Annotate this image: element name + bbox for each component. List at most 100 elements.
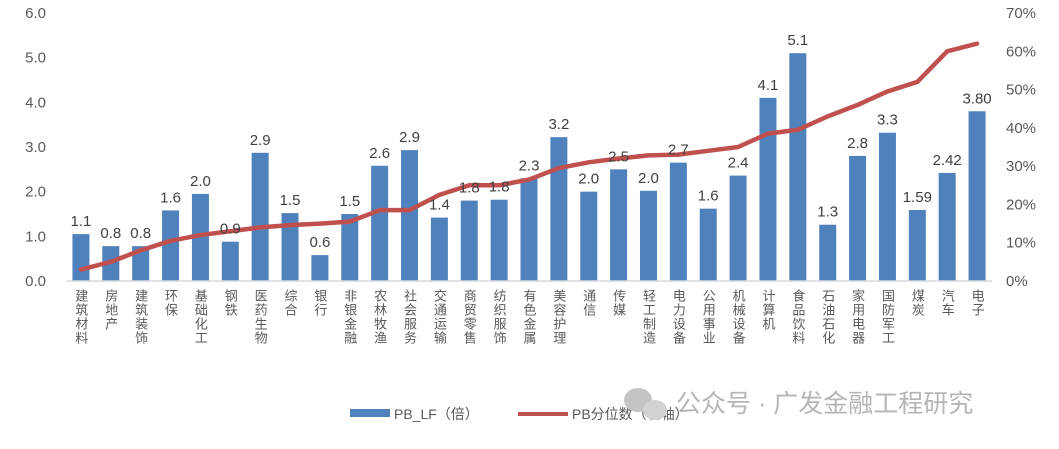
bar bbox=[819, 225, 836, 281]
category-label: 电力设备 bbox=[671, 289, 686, 345]
bar bbox=[222, 242, 239, 281]
category-label: 食品饮料 bbox=[790, 288, 805, 345]
y-left-tick-label: 4.0 bbox=[25, 94, 46, 111]
bar bbox=[730, 176, 747, 281]
category-label: 商贸零售 bbox=[462, 289, 477, 345]
category-label: 煤炭 bbox=[910, 289, 925, 317]
category-label: 计算机 bbox=[760, 289, 775, 331]
legend-swatch-bar bbox=[350, 409, 390, 417]
bar-data-label: 2.0 bbox=[578, 171, 599, 188]
bar bbox=[431, 218, 448, 281]
bar-data-label: 2.8 bbox=[847, 135, 868, 152]
category-label: 机械设备 bbox=[731, 289, 746, 345]
category-label: 基础化工 bbox=[193, 289, 208, 345]
bar bbox=[969, 111, 986, 281]
bar bbox=[879, 133, 896, 281]
bar bbox=[789, 53, 806, 281]
bar-data-label: 1.6 bbox=[160, 189, 181, 206]
bar bbox=[849, 156, 866, 281]
bar bbox=[311, 255, 328, 281]
bar-data-label: 0.8 bbox=[130, 225, 151, 242]
y-left-tick-label: 5.0 bbox=[25, 50, 46, 67]
bar bbox=[939, 173, 956, 281]
watermark-text: 公众号 · 广发金融工程研究 bbox=[676, 390, 973, 418]
category-label: 钢铁 bbox=[223, 289, 238, 317]
bar-data-label: 2.6 bbox=[369, 145, 390, 162]
category-label: 环保 bbox=[163, 289, 178, 317]
bar bbox=[162, 210, 179, 281]
bar-data-label: 2.7 bbox=[668, 142, 689, 159]
bar-data-label: 3.2 bbox=[548, 116, 569, 133]
bar bbox=[252, 153, 269, 281]
bar-data-label: 3.3 bbox=[877, 112, 898, 129]
bar-data-label: 2.5 bbox=[608, 148, 629, 165]
y-axis-left: 0.0 1.0 2.0 3.0 4.0 5.0 6.0 bbox=[25, 5, 46, 290]
y-right-tick-label: 20% bbox=[1006, 196, 1036, 213]
category-label: 医药生物 bbox=[253, 289, 268, 345]
bar bbox=[640, 191, 657, 281]
category-label: 非银金融 bbox=[342, 289, 357, 345]
category-label: 轻工制造 bbox=[641, 289, 656, 345]
y-left-tick-label: 0.0 bbox=[25, 273, 46, 290]
category-label: 交通运输 bbox=[432, 288, 447, 345]
y-right-tick-label: 0% bbox=[1006, 273, 1028, 290]
category-label: 建筑装饰 bbox=[133, 289, 148, 345]
category-label: 家用电器 bbox=[850, 288, 865, 345]
bar-data-label: 0.8 bbox=[100, 225, 121, 242]
y-right-tick-label: 30% bbox=[1006, 158, 1036, 175]
y-right-tick-label: 10% bbox=[1006, 235, 1036, 252]
bar-data-label: 2.42 bbox=[933, 152, 962, 169]
category-label: 房地产 bbox=[103, 288, 118, 331]
bar-data-label: 1.5 bbox=[280, 192, 301, 209]
bar-data-label: 2.9 bbox=[399, 129, 420, 146]
y-left-tick-label: 6.0 bbox=[25, 5, 46, 22]
bar bbox=[670, 163, 687, 281]
bar bbox=[371, 166, 388, 281]
bar-data-label: 0.6 bbox=[309, 234, 330, 251]
bar bbox=[580, 192, 597, 281]
bar bbox=[521, 178, 538, 281]
bar-data-label: 1.3 bbox=[817, 204, 838, 221]
y-right-tick-label: 40% bbox=[1006, 120, 1036, 137]
bar bbox=[909, 210, 926, 281]
legend-label-bar: PB_LF（倍） bbox=[394, 406, 479, 422]
bar-data-label: 5.1 bbox=[787, 32, 808, 49]
bar-data-label: 2.4 bbox=[728, 155, 749, 172]
x-axis-categories: 建筑材料房地产建筑装饰环保基础化工钢铁医药生物综合银行非银金融农林牧渔社会服务交… bbox=[73, 288, 984, 345]
bar-data-label: 2.0 bbox=[190, 173, 211, 190]
y-right-tick-label: 70% bbox=[1006, 5, 1036, 22]
bar-data-label: 0.9 bbox=[220, 221, 241, 238]
bar-data-label: 2.3 bbox=[519, 157, 540, 174]
bar bbox=[759, 98, 776, 281]
y-left-tick-label: 1.0 bbox=[25, 228, 46, 245]
category-label: 美容护理 bbox=[551, 289, 566, 345]
category-label: 公用事业 bbox=[701, 289, 716, 345]
bar-data-label: 1.6 bbox=[698, 188, 719, 205]
bar-data-label: 4.1 bbox=[758, 77, 779, 94]
bar-data-label: 1.4 bbox=[429, 197, 450, 214]
y-right-tick-label: 60% bbox=[1006, 43, 1036, 60]
bar-data-label: 1.8 bbox=[459, 180, 480, 197]
bar-data-label: 1.8 bbox=[489, 179, 510, 196]
y-left-tick-label: 3.0 bbox=[25, 139, 46, 156]
category-label: 有色金属 bbox=[522, 289, 537, 345]
bar-data-label: 3.80 bbox=[962, 90, 991, 107]
category-label: 社会服务 bbox=[402, 288, 417, 345]
bar bbox=[700, 209, 717, 281]
watermark: 公众号 · 广发金融工程研究 bbox=[624, 388, 973, 420]
y-left-tick-label: 2.0 bbox=[25, 184, 46, 201]
category-label: 国防军工 bbox=[880, 289, 895, 345]
bar-data-label: 1.1 bbox=[71, 213, 92, 230]
bar bbox=[461, 201, 478, 281]
bar bbox=[72, 234, 89, 281]
category-label: 汽车 bbox=[940, 289, 955, 317]
bar bbox=[401, 150, 418, 281]
category-label: 银行 bbox=[312, 289, 327, 317]
category-label: 建筑材料 bbox=[73, 289, 88, 345]
category-label: 纺织服饰 bbox=[492, 289, 507, 345]
category-label: 综合 bbox=[283, 289, 298, 317]
category-label: 传媒 bbox=[611, 289, 626, 317]
category-label: 通信 bbox=[581, 289, 596, 317]
category-label: 石油石化 bbox=[820, 289, 835, 345]
